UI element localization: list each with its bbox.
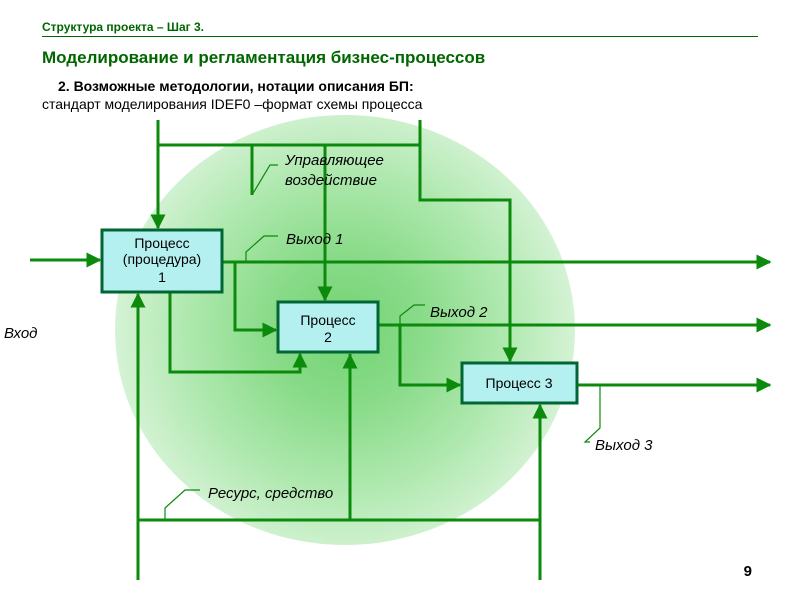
- process-box-1: Процесс (процедура) 1: [102, 230, 222, 292]
- arrow-control-to-p3: [420, 145, 510, 361]
- label-out1: Выход 1: [286, 231, 344, 248]
- p3-line1: Процесс 3: [486, 375, 553, 391]
- callout-out2: [400, 305, 425, 325]
- arrow-p1-to-p2: [235, 262, 276, 330]
- callout-out1: [246, 236, 278, 262]
- callout-out3: [585, 385, 600, 442]
- process-box-3: Процесс 3: [462, 363, 577, 403]
- arrow-p2-to-p3: [400, 325, 460, 385]
- callout-resource: [165, 490, 200, 520]
- callout-control: [252, 165, 278, 195]
- page-number: 9: [744, 563, 752, 580]
- p2-line2: 2: [324, 329, 332, 345]
- process-box-2: Процесс 2: [278, 302, 378, 352]
- label-resource: Ресурс, средство: [208, 485, 333, 502]
- label-input: Вход: [4, 325, 37, 342]
- p1-line1: Процесс: [134, 235, 189, 251]
- label-control-1: Управляющее: [284, 152, 384, 169]
- label-out2: Выход 2: [430, 304, 488, 321]
- p2-line1: Процесс: [300, 312, 355, 328]
- label-out3: Выход 3: [595, 437, 653, 454]
- idef0-diagram: Процесс (процедура) 1 Процесс 2 Процесс …: [0, 0, 800, 600]
- label-control-2: воздействие: [285, 172, 377, 189]
- p1-line2: (процедура): [123, 251, 201, 267]
- p1-line3: 1: [158, 269, 166, 285]
